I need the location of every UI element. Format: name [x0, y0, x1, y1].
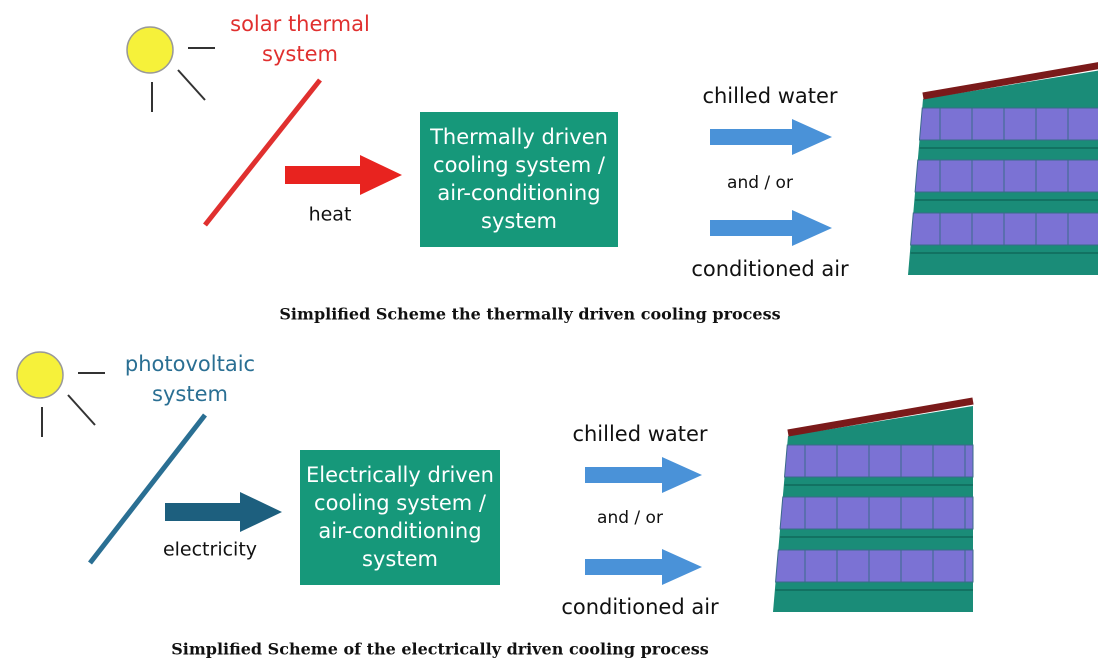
output-arrow	[585, 549, 702, 585]
roof	[922, 62, 1098, 100]
system-label: Electrically driven	[306, 463, 494, 487]
sun-ray	[177, 69, 206, 101]
output-arrow	[710, 210, 832, 246]
collector	[88, 413, 207, 565]
system-box	[300, 450, 500, 585]
sun-ray	[67, 394, 96, 426]
collector	[203, 78, 322, 227]
building	[773, 397, 974, 612]
sun	[16, 351, 64, 399]
output-label: conditioned air	[691, 257, 849, 281]
system-label: system	[481, 209, 557, 233]
source-label: solar thermal	[230, 12, 370, 36]
window-band	[914, 159, 1098, 193]
system-label: air-conditioning	[437, 181, 600, 205]
caption: Simplified Scheme of the electrically dr…	[171, 640, 709, 659]
input-label: heat	[309, 204, 352, 226]
window-band	[779, 496, 974, 530]
window-band	[783, 444, 974, 478]
source-label: system	[152, 382, 228, 406]
input-label: electricity	[163, 539, 257, 561]
system-label: system	[362, 547, 438, 571]
source-label: photovoltaic	[125, 352, 255, 376]
output-label: chilled water	[702, 84, 837, 108]
output-label: chilled water	[572, 422, 707, 446]
system-label: cooling system /	[433, 153, 606, 177]
output-arrow	[585, 457, 702, 493]
building	[908, 62, 1098, 275]
sun	[126, 26, 174, 74]
window-band	[775, 549, 974, 583]
system-label: air-conditioning	[318, 519, 481, 543]
roof	[787, 397, 974, 437]
output-label: conditioned air	[561, 595, 719, 619]
system-label: Thermally driven	[429, 125, 608, 149]
input-arrow	[285, 155, 402, 195]
caption: Simplified Scheme the thermally driven c…	[279, 305, 780, 324]
output-arrow	[710, 119, 832, 155]
system-label: cooling system /	[314, 491, 487, 515]
input-arrow	[165, 492, 282, 532]
source-label: system	[262, 42, 338, 66]
window-band	[918, 107, 1098, 141]
output-connector: and / or	[597, 508, 663, 528]
output-connector: and / or	[727, 173, 793, 193]
system-box	[420, 112, 618, 247]
